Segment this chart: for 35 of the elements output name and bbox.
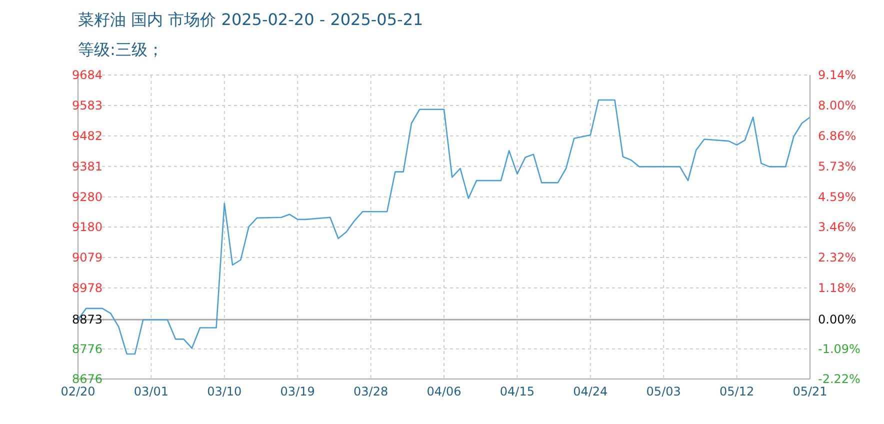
chart-subtitle: 等级:三级； (78, 40, 164, 61)
y-tick-label: 9381 (72, 159, 103, 174)
y-tick-label: 9079 (72, 250, 103, 264)
y-tick-label: 8776 (72, 342, 103, 356)
x-tick-label: 03/19 (280, 384, 315, 399)
x-tick-label: 05/03 (646, 384, 681, 399)
x-tick-label: 03/28 (354, 384, 388, 399)
y2-tick-label: 5.73% (818, 159, 856, 174)
y-tick-label: 9180 (72, 220, 103, 234)
x-tick-label: 05/12 (720, 384, 754, 399)
y2-tick-label: 0.00% (818, 312, 856, 327)
x-tick-label: 03/10 (207, 384, 242, 399)
y2-tick-label: 4.59% (818, 190, 856, 204)
y2-tick-label: 6.86% (818, 129, 856, 144)
x-tick-label: 04/24 (573, 384, 608, 399)
y2-tick-label: 3.46% (818, 220, 856, 234)
x-tick-label: 04/15 (500, 384, 534, 399)
y-tick-label: 8978 (72, 280, 103, 295)
y2-tick-label: -1.09% (818, 342, 860, 356)
y-tick-label: 8676 (72, 372, 103, 386)
y2-tick-label: 2.32% (818, 250, 856, 265)
y-tick-label: 9280 (72, 190, 103, 204)
y2-tick-label: 8.00% (818, 98, 856, 113)
x-tick-label: 05/21 (792, 384, 828, 399)
y2-tick-label: 1.18% (818, 281, 856, 296)
y-tick-label: 9482 (72, 128, 103, 143)
chart-title: 菜籽油 国内 市场价 2025-02-20 - 2025-05-21 (78, 10, 424, 31)
y2-tick-label: 9.14% (818, 68, 856, 82)
x-tick-label: 03/01 (134, 384, 168, 399)
y2-tick-label: -2.22% (818, 372, 860, 386)
x-tick-label: 02/20 (60, 384, 96, 399)
x-tick-label: 04/06 (426, 384, 462, 399)
y-tick-label: 8873 (72, 312, 103, 327)
y-tick-label: 9684 (72, 68, 103, 82)
y-tick-label: 9583 (72, 98, 103, 112)
